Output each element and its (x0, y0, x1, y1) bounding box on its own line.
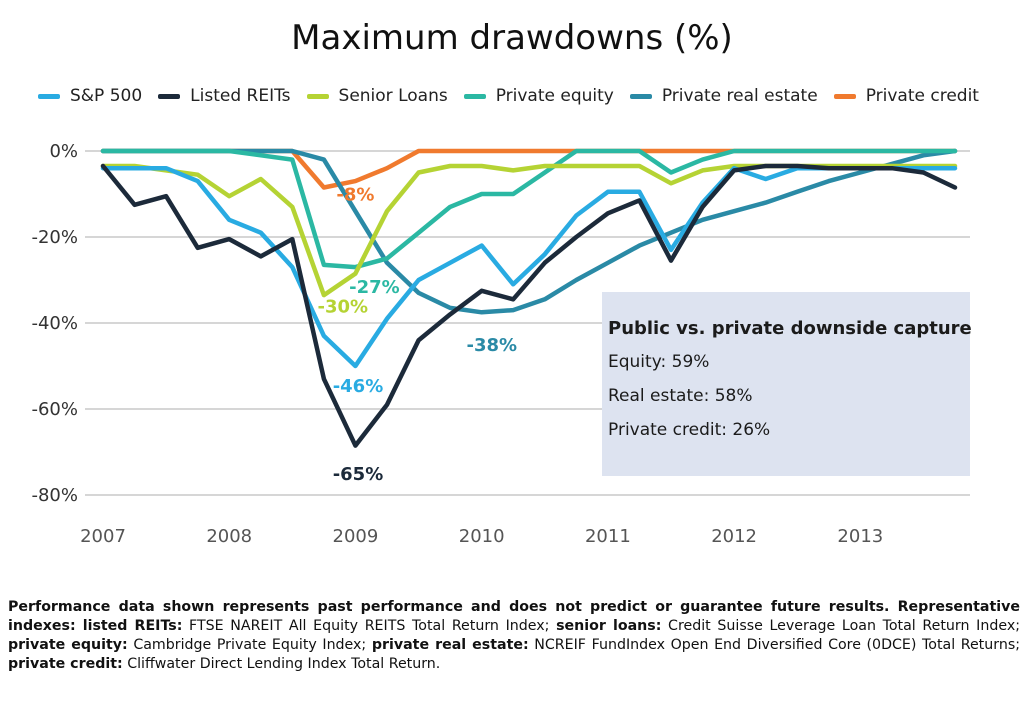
legend-swatch (306, 93, 329, 99)
x-axis-ticks: 2007 2008 2009 2010 2011 2012 2013 (80, 526, 883, 547)
legend-label: Private credit (865, 86, 979, 106)
legend-item: Listed REITs (158, 86, 291, 106)
chart-title: Maximum drawdowns (%) (291, 18, 733, 58)
legend-label: Private real estate (661, 86, 818, 106)
footnote-lead: Performance data shown represents past p… (8, 599, 1020, 634)
legend: S&P 500 Listed REITs Senior Loans Private e… (38, 86, 995, 106)
legend-item: S&P 500 (38, 86, 142, 106)
data-labels: -8% -27%-30% -46% -38% -65% (318, 184, 518, 485)
data-label: -30% (318, 296, 369, 317)
footnote: Performance data shown represents past p… (8, 598, 1020, 674)
footnote-text-credit: Cliffwater Direct Lending Index Total Re… (122, 656, 441, 672)
legend-label: Listed REITs (190, 86, 291, 106)
footnote-text-pe: Cambridge Private Equity Index; (127, 637, 372, 653)
x-tick-label: 2009 (333, 526, 379, 547)
x-tick-label: 2010 (459, 526, 505, 547)
y-tick-label: 0% (49, 141, 78, 162)
footnote-label-loans: senior loans: (556, 618, 662, 634)
x-tick-label: 2011 (585, 526, 631, 547)
footnote-label-reits: listed REITs: (82, 618, 183, 634)
data-label: -8% (336, 184, 374, 205)
x-tick-label: 2007 (80, 526, 126, 547)
legend-swatch (38, 93, 60, 99)
footnote-text-pre: NCREIF FundIndex Open End Diversified Co… (528, 637, 1020, 653)
legend-label: Senior Loans (338, 86, 448, 106)
legend-item: Private equity (463, 86, 614, 106)
series-line-private-equity (100, 148, 958, 270)
y-tick-label: -80% (31, 485, 78, 506)
series-lines (100, 148, 958, 448)
footnote-text-reits: FTSE NAREIT All Equity REITS Total Retur… (182, 618, 557, 634)
legend-swatch (833, 93, 856, 99)
y-tick-label: -40% (31, 313, 78, 334)
capture-box-title: Public vs. private downside capture (608, 318, 972, 339)
data-label: -46% (333, 376, 384, 397)
capture-real-estate: Real estate: 58% (608, 386, 753, 406)
footnote-label-pe: private equity: (8, 637, 128, 653)
drawdown-chart: 0%-20%-40%-60%-80% 2007 2008 2009 2010 2011 2… (31, 141, 970, 547)
legend-swatch (463, 93, 486, 99)
data-label: -27% (349, 277, 400, 298)
x-tick-label: 2008 (206, 526, 252, 547)
legend-item: Private real estate (629, 86, 818, 106)
capture-equity: Equity: 59% (608, 352, 710, 372)
series-line-private-real-estate (100, 148, 958, 315)
footnote-text-loans: Credit Suisse Leverage Loan Total Return… (661, 618, 1020, 634)
footnote-label-pre: private real estate: (371, 637, 529, 653)
data-label: -65% (333, 464, 384, 485)
legend-label: S&P 500 (70, 86, 143, 106)
legend-swatch (158, 93, 181, 99)
legend-item: Private credit (833, 86, 979, 106)
capture-private-credit: Private credit: 26% (608, 420, 771, 440)
y-tick-label: -60% (31, 399, 78, 420)
y-tick-label: -20% (31, 227, 78, 248)
legend-swatch (629, 93, 652, 99)
data-label: -38% (466, 335, 517, 356)
x-tick-label: 2012 (711, 526, 757, 547)
downside-capture-box: Public vs. private downside capture Equi… (602, 292, 972, 476)
y-axis-ticks: 0% -20% -40% -60% -80% (31, 141, 78, 506)
footnote-label-credit: private credit: (8, 656, 123, 672)
legend-label: Private equity (495, 86, 614, 106)
x-tick-label: 2013 (837, 526, 883, 547)
series-line-listed-reits (100, 163, 958, 448)
legend-item: Senior Loans (306, 86, 448, 106)
